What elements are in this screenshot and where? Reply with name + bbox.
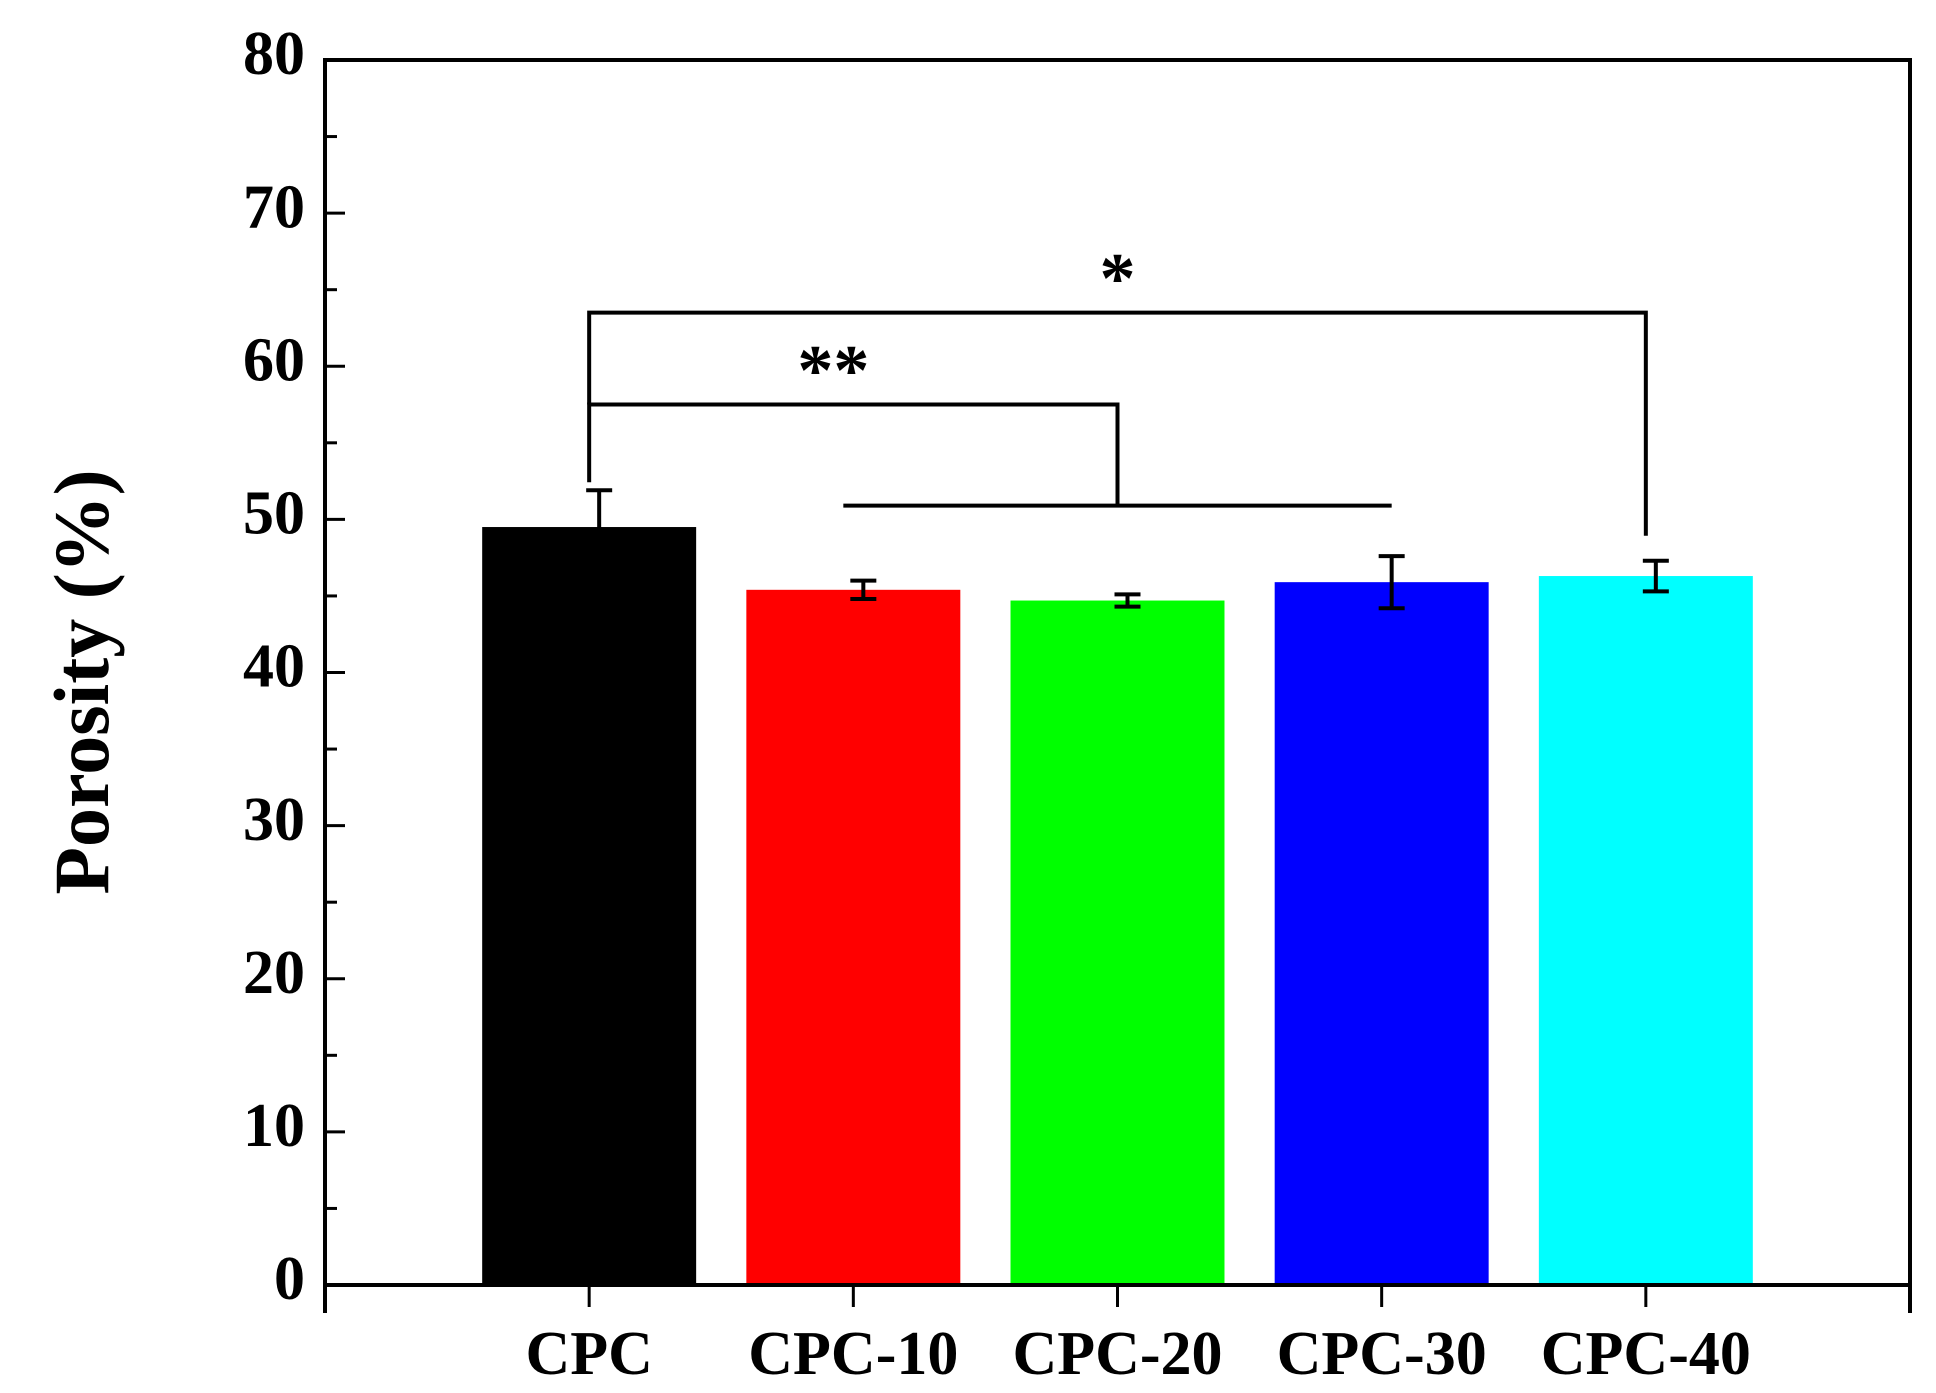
- y-tick-label: 20: [243, 939, 305, 1007]
- error-bar-cpc: [586, 488, 613, 566]
- y-tick-label: 60: [243, 326, 305, 394]
- significance-label-single: *: [1100, 239, 1136, 319]
- y-tick-label: 70: [243, 173, 305, 241]
- y-tick-label: 0: [274, 1245, 305, 1313]
- y-tick-label: 10: [243, 1092, 305, 1160]
- x-tick-label: CPC-20: [1012, 1320, 1222, 1388]
- error-bar-cpc-40: [1642, 558, 1669, 594]
- significance-label-double: **: [797, 331, 869, 411]
- error-bar-cpc-30: [1378, 554, 1405, 611]
- bar-cpc-10: [746, 589, 961, 1285]
- bar-cpc-30: [1274, 582, 1489, 1285]
- x-tick-label: CPC: [525, 1320, 652, 1388]
- bar-cpc: [482, 527, 697, 1285]
- x-tick-label: CPC-30: [1277, 1320, 1487, 1388]
- significance-bracket-single: [587, 310, 1648, 536]
- y-axis-title: Porosity (%): [38, 469, 125, 894]
- y-tick-label: 50: [243, 480, 305, 548]
- y-tick-label: 80: [243, 20, 305, 88]
- y-tick-label: 30: [243, 786, 305, 854]
- x-tick-label: CPC-40: [1541, 1320, 1751, 1388]
- y-tick-label: 40: [243, 633, 305, 701]
- x-tick-label: CPC-10: [748, 1320, 958, 1388]
- bar-cpc-20: [1010, 600, 1225, 1285]
- error-bar-cpc-10: [850, 578, 877, 601]
- significance-bracket-double: [587, 402, 1392, 508]
- error-bar-cpc-20: [1114, 592, 1141, 609]
- bar-cpc-40: [1538, 576, 1753, 1285]
